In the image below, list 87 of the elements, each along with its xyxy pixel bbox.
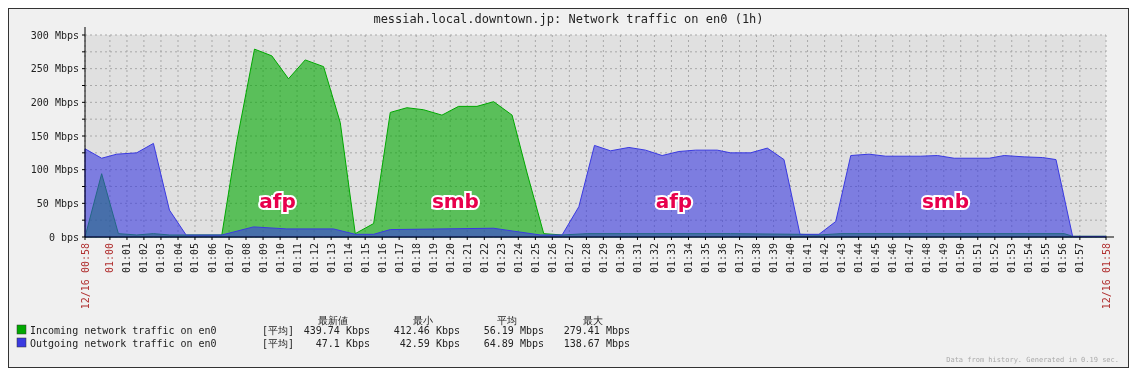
x-tick-label: 01:53	[1006, 243, 1018, 274]
x-tick-label: 01:56	[1057, 243, 1069, 274]
text: 最小	[413, 315, 433, 326]
x-tick-label: 01:10	[274, 243, 286, 274]
x-tick-label: 01:15	[359, 243, 371, 274]
text: 412.46 Kbps	[393, 324, 460, 336]
x-tick-label: 01:02	[138, 243, 150, 274]
x-tick-label: 01:23	[495, 243, 507, 274]
x-tick-label: 01:31	[631, 243, 643, 274]
x-tick-label: 01:13	[325, 243, 337, 274]
x-tick-label: 01:45	[870, 243, 882, 274]
x-tick-label: 01:29	[597, 243, 609, 274]
y-tick-label: 100 Mbps	[30, 164, 79, 176]
x-tick-label: 01:43	[836, 243, 848, 274]
x-tick-label: 01:22	[478, 243, 490, 274]
x-tick-label: 01:33	[665, 243, 677, 274]
y-tick-label: 50 Mbps	[36, 197, 79, 209]
x-tick-label: 01:51	[972, 243, 984, 274]
x-tick-label: 01:52	[989, 243, 1001, 274]
x-tick-label: 01:37	[734, 243, 746, 274]
x-tick-label: 01:11	[291, 243, 303, 274]
x-tick-label: 01:03	[155, 243, 167, 274]
x-tick-label: 01:54	[1023, 243, 1035, 274]
text: [平均]	[262, 337, 295, 349]
text: 最新値	[318, 315, 348, 326]
x-tick-label: 01:26	[546, 243, 558, 274]
x-tick-label: 01:14	[342, 243, 354, 274]
x-tick-label: 01:38	[751, 243, 763, 274]
text: 最大	[583, 315, 603, 326]
y-tick-label: 250 Mbps	[30, 63, 79, 75]
x-tick-label: 01:50	[955, 243, 967, 274]
x-tick-label: 01:20	[444, 243, 456, 274]
x-tick-label: 01:18	[410, 243, 422, 274]
x-tick-label: 01:55	[1040, 243, 1052, 274]
x-tick-label: 01:19	[427, 243, 439, 274]
x-tick-label: 01:06	[206, 243, 218, 274]
text: 47.1 Kbps	[315, 337, 370, 349]
text: 56.19 Mbps	[483, 324, 544, 336]
x-tick-label: 01:07	[223, 243, 235, 274]
x-tick-label: 01:00	[104, 243, 116, 274]
chart-title: messiah.local.downtown.jp: Network traffic on en0 (1h)	[373, 12, 764, 26]
x-tick-label: 01:01	[121, 243, 133, 274]
x-tick-label: 01:35	[699, 243, 711, 274]
x-tick-label: 01:05	[189, 243, 201, 274]
x-tick-label: 01:08	[240, 243, 252, 274]
x-tick-label: 01:25	[529, 243, 541, 274]
x-tick-label: 01:32	[648, 243, 660, 274]
x-tick-label: 01:46	[887, 243, 899, 274]
text: 279.41 Mbps	[563, 324, 630, 336]
x-tick-label: 01:39	[768, 243, 780, 274]
x-tick-label: 01:42	[819, 243, 831, 274]
x-tick-label: 01:27	[563, 243, 575, 274]
x-tick-label: 01:41	[802, 243, 814, 274]
x-tick-label: 01:49	[938, 243, 950, 274]
x-tick-label: 01:28	[580, 243, 592, 274]
annotation: smb	[921, 189, 970, 214]
x-tick-label: 01:48	[921, 243, 933, 274]
x-tick-label: 01:30	[614, 243, 626, 274]
text: 42.59 Kbps	[399, 337, 460, 349]
legend-label: Incoming network traffic on en0	[30, 324, 217, 336]
x-tick-label: 01:47	[904, 243, 916, 274]
y-tick-label: 0 bps	[48, 231, 79, 243]
x-tick-label: 01:24	[512, 243, 524, 274]
x-tick-label: 01:40	[785, 243, 797, 274]
x-tick-label: 01:36	[717, 243, 729, 274]
x-tick-label: 01:34	[683, 243, 695, 274]
x-tick-label: 01:04	[172, 243, 184, 274]
x-tick-label: 01:16	[376, 243, 388, 274]
x-tick-label: 12/16 01:58	[1100, 243, 1112, 310]
text: [平均]	[262, 324, 295, 336]
text: 138.67 Mbps	[563, 337, 630, 349]
legend-label: Outgoing network traffic on en0	[30, 337, 217, 349]
annotation: afp	[655, 189, 693, 214]
x-tick-label: 01:57	[1074, 243, 1086, 274]
x-tick-label: 01:12	[308, 243, 320, 274]
x-tick-label: 01:09	[257, 243, 269, 274]
annotation: afp	[259, 189, 296, 214]
x-tick-label: 01:21	[461, 243, 473, 274]
annotation: smb	[431, 189, 479, 214]
x-tick-label: 12/16 00:58	[79, 243, 91, 310]
text: 64.89 Mbps	[483, 337, 544, 349]
y-tick-label: 150 Mbps	[30, 130, 79, 142]
y-tick-label: 300 Mbps	[30, 29, 79, 41]
text: 平均	[497, 315, 517, 326]
y-tick-label: 200 Mbps	[30, 96, 79, 108]
x-tick-label: 01:17	[393, 243, 405, 274]
x-tick-label: 01:44	[853, 243, 865, 274]
